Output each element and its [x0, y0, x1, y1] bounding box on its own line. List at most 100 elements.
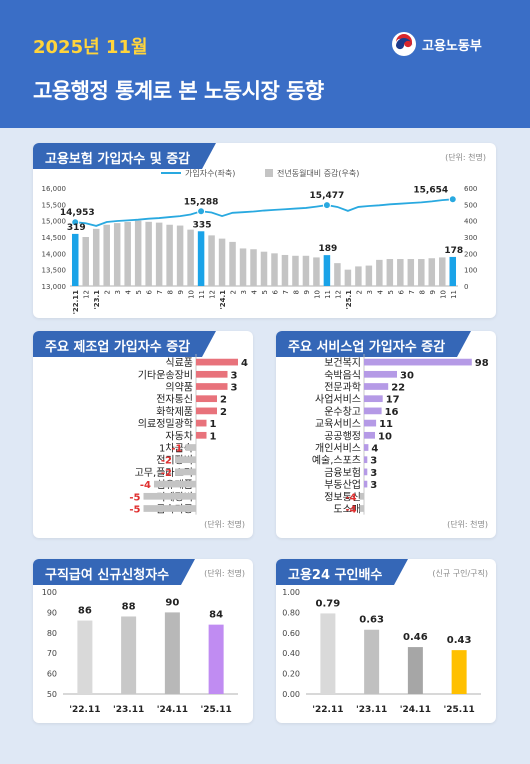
jobseek-title: 구직급여 신규신청자수	[33, 559, 196, 585]
y-tick: 80	[47, 629, 57, 638]
line-value-label: 14,953	[60, 208, 95, 218]
y-right-tick: 300	[464, 234, 477, 242]
x-tick-label: 8	[292, 290, 300, 294]
bar-change	[355, 266, 362, 286]
y-right-tick: 400	[464, 218, 477, 226]
bar-change	[334, 263, 341, 286]
bar	[154, 480, 196, 488]
x-tick-label: '23.11	[113, 705, 144, 715]
bar	[364, 358, 472, 366]
bar	[364, 370, 397, 378]
bar	[320, 613, 336, 694]
value-label: 88	[122, 601, 136, 612]
bar-change	[407, 259, 415, 286]
jobseek-unit: (단위: 천명)	[204, 569, 245, 578]
x-tick-label: '25.11	[201, 705, 232, 715]
y-left-tick: 13,000	[42, 283, 67, 291]
value-label: -2	[161, 456, 172, 467]
bar-change	[113, 223, 121, 286]
bar-change	[281, 254, 289, 286]
x-tick-label: 11	[198, 290, 206, 299]
y-left-tick: 15,000	[42, 218, 67, 226]
bar-value-label: 189	[319, 244, 338, 254]
page-title: 고용행정 통계로 본 노동시장 동향	[33, 79, 324, 103]
bar	[175, 468, 196, 476]
bar	[364, 468, 368, 476]
category-label: 운수창고	[324, 406, 361, 418]
value-label: 0.79	[316, 598, 341, 609]
line-value-label: 15,288	[184, 197, 219, 207]
bar-change	[103, 224, 110, 286]
y-right-tick: 500	[464, 201, 477, 209]
value-label: -4	[345, 505, 356, 516]
value-label: 0.46	[403, 632, 428, 643]
bar	[196, 383, 228, 390]
bar	[359, 505, 364, 512]
bar-change	[71, 233, 79, 286]
x-tick-label: 7	[408, 290, 416, 294]
x-tick-label: 2	[355, 290, 363, 294]
y-tick: 0.60	[282, 629, 300, 638]
bar-change	[397, 259, 404, 286]
value-label: 16	[385, 407, 399, 418]
x-tick-label: 7	[282, 290, 290, 294]
bar	[185, 444, 196, 451]
x-tick-label: 11	[450, 290, 458, 299]
bar	[196, 431, 207, 439]
value-label: 3	[231, 370, 238, 381]
manufacturing-chart: 식료품 4 기타운송장비 3 의약품 3 전자통신 2 화학제품 2 의료정밀광학 1 자동차 1 1차금속…	[129, 354, 248, 516]
bar-change	[166, 224, 173, 286]
bar-change	[239, 248, 247, 286]
ratio-card: 고용24 구인배수 (신규 구인/구직) 1.00 0.80 0.60 0.40 0.2…	[276, 559, 496, 723]
bar	[364, 480, 368, 488]
y-right-tick: 600	[464, 185, 477, 193]
x-tick-label: 12	[83, 290, 91, 299]
bar-change	[439, 257, 446, 286]
bar-change	[92, 228, 100, 286]
category-label: 정보통신	[324, 491, 361, 503]
bar-change	[386, 259, 394, 286]
bar-change	[302, 255, 310, 286]
y-tick: 70	[47, 649, 57, 658]
bar-change	[418, 259, 425, 286]
value-label: 17	[386, 395, 400, 406]
bar-change	[229, 241, 236, 286]
subscriber-line	[75, 198, 453, 227]
legend-line-label: 가입자수(좌축)	[185, 169, 235, 178]
value-label: -4	[140, 480, 151, 491]
x-tick-label: '25.1	[345, 290, 353, 310]
value-label: 11	[379, 419, 393, 430]
x-tick-label: 6	[271, 289, 279, 294]
jobseek-card: 구직급여 신규신청자수 (단위: 천명) 100 90 80 70 60 50 86 '22.…	[33, 559, 253, 723]
insurance-unit: (단위: 천명)	[445, 153, 486, 162]
ratio-unit: (신규 구인/구직)	[432, 569, 488, 578]
service-card: 주요 서비스업 가입자수 증감 (단위: 천명) 보건복지 98 숙박음식 30 전문과…	[276, 331, 496, 538]
y-right-tick: 200	[464, 250, 477, 258]
bar-change	[176, 225, 184, 286]
category-label: 도소매	[333, 504, 361, 516]
bar-change	[197, 231, 205, 286]
y-tick: 100	[42, 588, 57, 597]
value-label: 0.43	[447, 635, 472, 646]
service-unit: (단위: 천명)	[447, 520, 488, 529]
bar-change	[344, 269, 352, 286]
bar	[364, 444, 369, 451]
category-label: 전문과학	[324, 382, 361, 394]
category-label: 금융보험	[324, 467, 361, 479]
line-highlight-point	[448, 195, 457, 204]
line-highlight-point	[322, 201, 331, 210]
bar	[196, 358, 238, 366]
bar-change	[365, 265, 373, 286]
value-label: 98	[475, 358, 489, 369]
bar	[364, 629, 380, 694]
bar	[407, 647, 423, 694]
y-left-tick: 14,500	[42, 234, 67, 242]
ratio-title: 고용24 구인배수	[276, 559, 409, 585]
y-tick: 0.40	[282, 649, 300, 658]
x-tick-label: 5	[261, 290, 269, 294]
bar-change	[187, 229, 194, 286]
bar-change	[155, 222, 163, 286]
service-chart: 보건복지 98 숙박음식 30 전문과학 22 사업서비스 17 운수창고 16 교육서비스 11 공공…	[312, 354, 489, 516]
value-label: 1	[210, 419, 217, 430]
x-tick-label: 4	[376, 289, 384, 294]
